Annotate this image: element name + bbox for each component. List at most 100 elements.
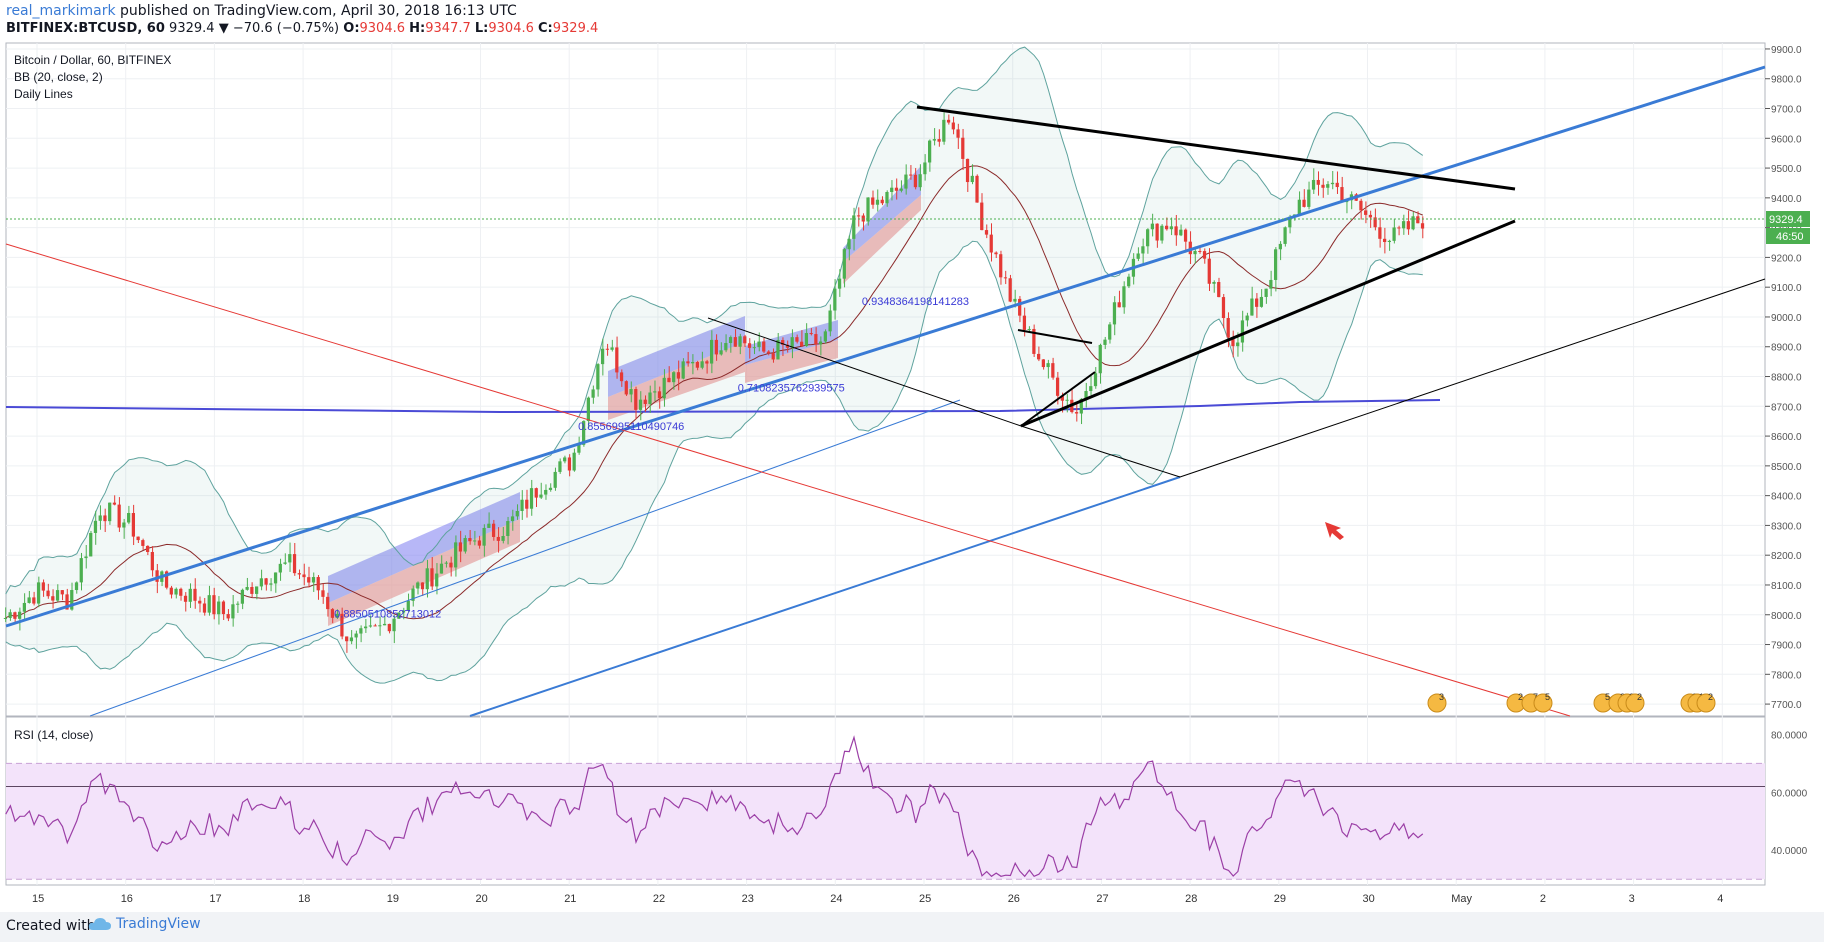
candle-body (1032, 328, 1036, 354)
candle-body (700, 361, 704, 368)
candle-body (1378, 227, 1382, 239)
candle-body (193, 588, 197, 601)
publish-info: real_markimark published on TradingView.… (6, 3, 517, 19)
candle-body (164, 571, 169, 588)
candle-body (766, 351, 771, 354)
tradingview-link[interactable]: TradingView (88, 916, 201, 932)
candle-body (852, 215, 856, 239)
candle-body (112, 502, 117, 505)
candle-body (240, 589, 245, 604)
candle-body (1245, 315, 1249, 321)
candle-body (406, 600, 410, 611)
created-with-label: Created with (6, 918, 96, 934)
candle-body (439, 563, 444, 574)
event-count: 7 (1533, 692, 1538, 702)
candle-body (1013, 298, 1017, 302)
candle-body (245, 586, 249, 590)
time-tick-label: 27 (1096, 893, 1108, 905)
candle-body (36, 582, 41, 604)
candle-body (1008, 278, 1012, 302)
candle-body (923, 162, 927, 175)
candle-body (629, 389, 633, 395)
event-count: 2 (1708, 692, 1713, 702)
candle-body (856, 215, 861, 217)
price-chart[interactable]: 7700.0 7800.0 7900.0 8000.0 8100.0 8200.0 8300… (0, 0, 1824, 912)
candle-body (600, 348, 605, 365)
trendline-blue-lower (469, 476, 1181, 717)
candle-body (84, 556, 88, 559)
price-tick-label: 9000.0 (1771, 313, 1802, 324)
published-text: published on TradingView.com, April 30, … (120, 3, 517, 19)
legend-line-1: Bitcoin / Dollar, 60, BITFINEX (14, 53, 171, 67)
candle-body (145, 545, 150, 552)
candle-body (1027, 328, 1031, 330)
candle-body (899, 188, 903, 191)
candle-body (989, 234, 993, 253)
candle-body (311, 577, 316, 583)
price-tick-label: 8500.0 (1771, 462, 1802, 473)
candle-body (648, 392, 652, 404)
candle-body (1179, 229, 1183, 236)
candle-body (1359, 200, 1363, 211)
candle-body (506, 521, 510, 536)
candle-body (643, 399, 647, 404)
candle-body (169, 587, 173, 595)
candle-body (1302, 199, 1306, 207)
event-count: 2 (1637, 692, 1642, 702)
candle-body (397, 612, 401, 619)
price-tick-label: 8900.0 (1771, 343, 1802, 354)
event-count: 5 (1545, 692, 1550, 702)
open-value: 9304.6 (359, 21, 406, 36)
candle-body (1231, 337, 1235, 347)
candle-body (1174, 226, 1178, 236)
candle-body (416, 582, 420, 589)
candle-body (1297, 199, 1301, 215)
candle-body (1259, 296, 1264, 307)
candle-body (994, 252, 998, 255)
candle-body (615, 347, 619, 373)
candle-body (800, 341, 804, 347)
fib-annotation: 0.8556995110490746 (578, 421, 684, 433)
rsi-label: RSI (14, close) (14, 728, 93, 742)
channel-upper-2 (608, 316, 745, 397)
candle-body (27, 597, 31, 603)
candle-body (468, 538, 472, 542)
candle-body (141, 540, 145, 546)
candle-body (1202, 251, 1207, 259)
candle-body (55, 590, 60, 601)
candle-body (752, 347, 756, 349)
author-link[interactable]: real_markimark (6, 3, 116, 19)
fib-annotation: 0.7108235762939575 (738, 382, 845, 394)
candle-body (108, 502, 112, 522)
candle-body (392, 618, 396, 632)
candle-body (491, 523, 496, 537)
time-tick-label: 19 (387, 893, 399, 905)
candle-body (1217, 281, 1221, 298)
candle-body (127, 513, 131, 523)
candle-body (1420, 223, 1425, 229)
time-tick-label: 15 (32, 893, 44, 905)
candle-body (515, 510, 519, 517)
countdown-badge (1766, 228, 1810, 244)
candle-body (60, 590, 64, 595)
candle-body (1387, 240, 1391, 243)
fan-line-2 (1020, 425, 1181, 478)
candle-body (1278, 243, 1282, 250)
candle-body (458, 542, 463, 552)
candle-body (544, 489, 548, 495)
candle-body (871, 197, 875, 205)
candle-body (435, 573, 439, 587)
candle-body (89, 532, 93, 557)
candle-body (724, 343, 728, 351)
candle-body (1022, 315, 1027, 330)
daily-line (5, 399, 1441, 414)
time-tick-label: 16 (121, 893, 133, 905)
event-flag-icon (1533, 693, 1553, 713)
price-tick-label: 8300.0 (1771, 521, 1802, 532)
price-tick-label: 8100.0 (1771, 581, 1802, 592)
event-count: 5 (1605, 692, 1610, 702)
legend-line-3: Daily Lines (14, 87, 73, 101)
event-count: 3 (1439, 692, 1444, 702)
candle-body (951, 122, 955, 130)
candle-body (662, 377, 666, 399)
